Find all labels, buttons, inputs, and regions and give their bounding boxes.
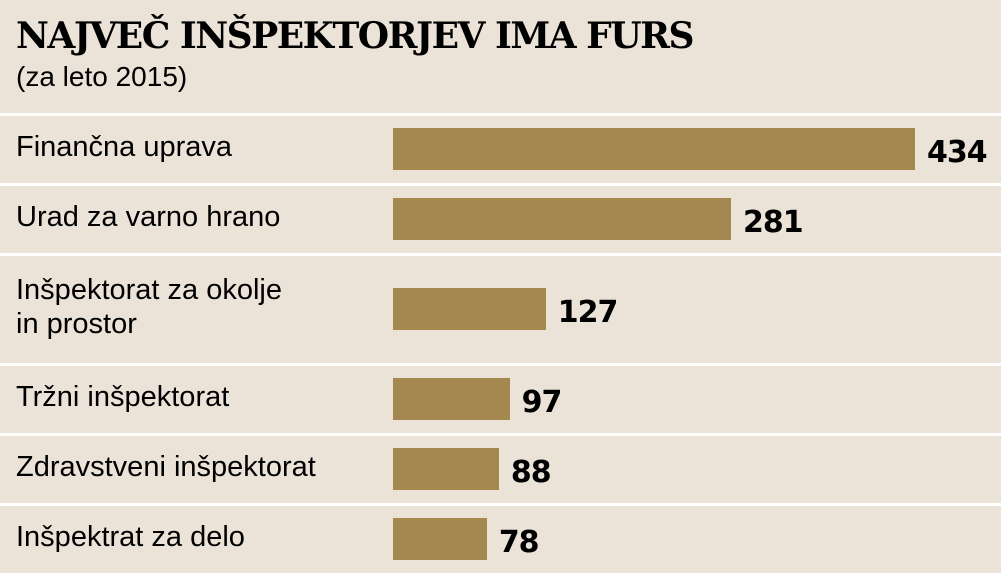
row-divider xyxy=(0,363,1001,366)
category-label: Urad za varno hrano xyxy=(16,201,281,233)
row-divider xyxy=(0,183,1001,186)
value-label: 78 xyxy=(498,524,540,560)
row-divider xyxy=(0,253,1001,256)
chart-subtitle: (za leto 2015) xyxy=(16,61,188,92)
value-label: 281 xyxy=(742,205,804,240)
category-label: Zdravstveni inšpektorat xyxy=(16,451,316,483)
row-divider xyxy=(0,433,1001,436)
value-label: 88 xyxy=(510,455,552,490)
bar xyxy=(393,448,499,490)
bar xyxy=(393,198,731,240)
value-label: 434 xyxy=(927,135,988,170)
category-label: Inšpektrat za delo xyxy=(16,520,245,553)
row-divider xyxy=(0,503,1001,506)
bar xyxy=(393,517,487,560)
bar xyxy=(393,378,510,420)
row-divider xyxy=(0,113,1001,116)
bar xyxy=(393,128,915,170)
category-label: Inšpektorat za okolje in prostor xyxy=(16,274,282,340)
bar xyxy=(393,288,546,330)
value-label: 127 xyxy=(557,295,619,330)
value-label: 97 xyxy=(521,385,563,420)
category-label: Tržni inšpektorat xyxy=(16,381,230,413)
category-label: Finančna uprava xyxy=(16,131,233,163)
chart-title: NAJVEČ INŠPEKTORJEV IMA FURS xyxy=(16,15,695,57)
